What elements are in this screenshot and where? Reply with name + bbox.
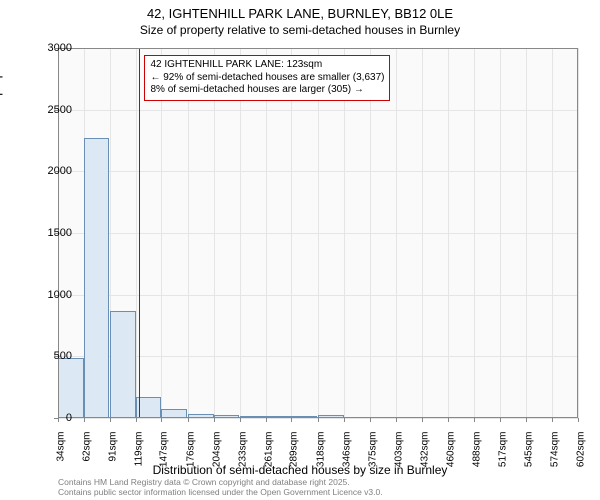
chart-title-subtitle: Size of property relative to semi-detach… (0, 21, 600, 37)
x-tick-mark (161, 418, 162, 422)
x-tick-label: 91sqm (108, 432, 119, 482)
grid-line-v (370, 48, 371, 418)
y-tick-mark (54, 48, 58, 49)
x-tick-label: 488sqm (471, 432, 482, 482)
plot-area: 42 IGHTENHILL PARK LANE: 123sqm← 92% of … (58, 48, 578, 418)
y-tick-mark (54, 171, 58, 172)
grid-line-v (500, 48, 501, 418)
y-tick-mark (54, 295, 58, 296)
x-tick-mark (291, 418, 292, 422)
x-tick-label: 460sqm (446, 432, 457, 482)
x-tick-mark (110, 418, 111, 422)
x-tick-label: 346sqm (341, 432, 352, 482)
grid-line-v (214, 48, 215, 418)
x-tick-label: 62sqm (81, 432, 92, 482)
y-tick-label: 2000 (32, 165, 72, 177)
grid-line-v (240, 48, 241, 418)
x-tick-label: 602sqm (576, 432, 587, 482)
annotation-line1: 42 IGHTENHILL PARK LANE: 123sqm (150, 59, 384, 72)
annotation-box: 42 IGHTENHILL PARK LANE: 123sqm← 92% of … (144, 55, 390, 101)
y-tick-label: 1000 (32, 289, 72, 301)
grid-line-v (188, 48, 189, 418)
annotation-line2: ← 92% of semi-detached houses are smalle… (150, 72, 384, 85)
x-tick-mark (58, 418, 59, 422)
annotation-line3: 8% of semi-detached houses are larger (3… (150, 84, 384, 97)
x-tick-label: 289sqm (289, 432, 300, 482)
grid-line-v (396, 48, 397, 418)
axis-border-right (577, 48, 578, 418)
y-tick-label: 500 (32, 350, 72, 362)
grid-line-v (266, 48, 267, 418)
grid-line-v (344, 48, 345, 418)
x-tick-mark (370, 418, 371, 422)
histogram-bar (58, 358, 84, 418)
grid-line-v (448, 48, 449, 418)
grid-line-v (422, 48, 423, 418)
x-tick-mark (474, 418, 475, 422)
x-tick-label: 261sqm (263, 432, 274, 482)
chart-title-address: 42, IGHTENHILL PARK LANE, BURNLEY, BB12 … (0, 0, 600, 21)
x-tick-mark (188, 418, 189, 422)
x-tick-label: 432sqm (420, 432, 431, 482)
y-tick-mark (54, 233, 58, 234)
x-tick-mark (578, 418, 579, 422)
histogram-bar (84, 138, 110, 418)
x-tick-mark (448, 418, 449, 422)
y-tick-label: 3000 (32, 42, 72, 54)
x-tick-label: 34sqm (56, 432, 67, 482)
y-tick-label: 0 (32, 412, 72, 424)
y-tick-mark (54, 356, 58, 357)
x-tick-label: 375sqm (368, 432, 379, 482)
x-tick-mark (422, 418, 423, 422)
marker-line (139, 48, 140, 418)
x-tick-mark (240, 418, 241, 422)
x-tick-mark (84, 418, 85, 422)
grid-line-v (552, 48, 553, 418)
y-tick-label: 2500 (32, 104, 72, 116)
y-tick-label: 1500 (32, 227, 72, 239)
y-tick-mark (54, 110, 58, 111)
x-tick-label: 147sqm (159, 432, 170, 482)
x-tick-label: 574sqm (550, 432, 561, 482)
x-tick-label: 403sqm (393, 432, 404, 482)
y-axis-label: Number of semi-detached properties (0, 42, 3, 237)
x-tick-mark (136, 418, 137, 422)
grid-line-v (291, 48, 292, 418)
x-tick-mark (552, 418, 553, 422)
grid-line-v (136, 48, 137, 418)
x-tick-mark (214, 418, 215, 422)
x-tick-label: 204sqm (211, 432, 222, 482)
x-tick-mark (318, 418, 319, 422)
grid-line-v (474, 48, 475, 418)
x-tick-label: 119sqm (133, 432, 144, 482)
chart: 42 IGHTENHILL PARK LANE: 123sqm← 92% of … (58, 48, 578, 418)
x-tick-mark (344, 418, 345, 422)
footer-line2: Contains public sector information licen… (58, 488, 383, 498)
axis-border-top (58, 48, 578, 49)
x-tick-mark (266, 418, 267, 422)
grid-line-v (318, 48, 319, 418)
x-tick-mark (526, 418, 527, 422)
x-tick-mark (396, 418, 397, 422)
x-tick-mark (500, 418, 501, 422)
x-tick-label: 233sqm (238, 432, 249, 482)
x-tick-label: 318sqm (316, 432, 327, 482)
grid-line-v (526, 48, 527, 418)
grid-line-v (578, 48, 579, 418)
x-tick-label: 545sqm (523, 432, 534, 482)
histogram-bar (110, 311, 136, 418)
x-tick-label: 517sqm (498, 432, 509, 482)
x-tick-label: 176sqm (186, 432, 197, 482)
grid-line-v (161, 48, 162, 418)
